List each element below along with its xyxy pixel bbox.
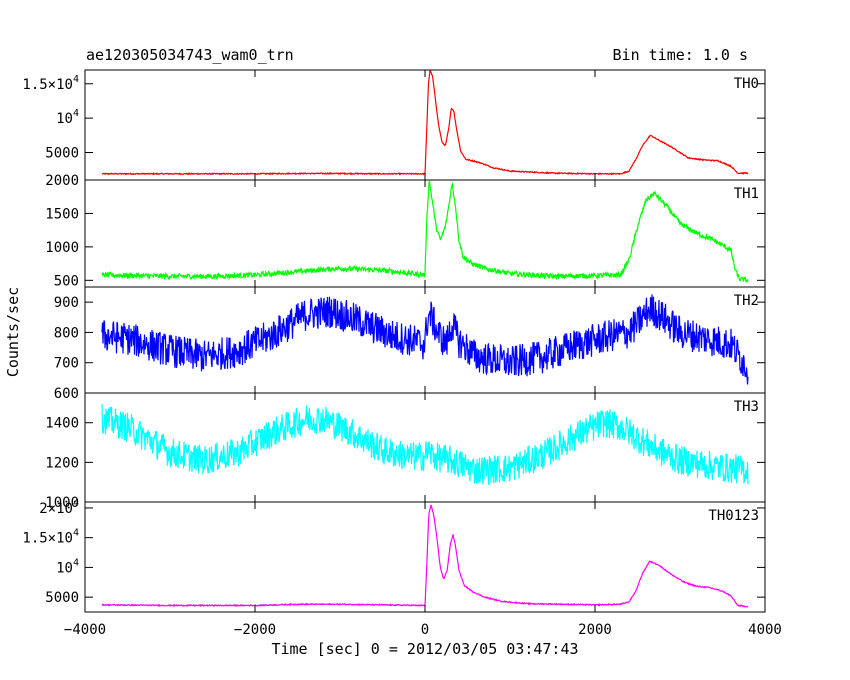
x-tick-label: −2000 xyxy=(234,622,276,638)
y-tick-label: 1500 xyxy=(45,206,79,222)
y-tick-exponent: 4 xyxy=(73,557,79,568)
x-tick-label: 2000 xyxy=(578,622,612,638)
y-axis-label: Counts/sec xyxy=(4,287,22,377)
y-tick-exponent: 4 xyxy=(73,74,79,85)
y-tick-label: 1400 xyxy=(45,416,79,432)
y-tick-label: 104 xyxy=(56,557,79,576)
panel-label: TH1 xyxy=(734,186,759,202)
panel-th0: 5000 104 1.5×104 TH0 xyxy=(22,69,766,181)
panel-label: TH0 xyxy=(734,76,759,92)
panel-th0123: 5000 104 1.5×104 2×104 TH0123 xyxy=(22,498,766,613)
x-tick-label: 0 xyxy=(421,622,429,638)
series-th2 xyxy=(101,294,749,385)
chart-title: ae120305034743_wam0_trn xyxy=(86,46,294,64)
y-tick-label: 1000 xyxy=(45,495,79,511)
x-axis-label: Time [sec] 0 = 2012/03/05 03:47:43 xyxy=(271,640,578,658)
y-tick-exponent: 4 xyxy=(73,528,79,539)
series-th0123 xyxy=(101,504,749,608)
y-tick-label: 1.5×104 xyxy=(22,528,79,547)
panel-label: TH3 xyxy=(734,399,759,415)
panel-th3: 1000 1200 1400 TH3 xyxy=(45,392,766,511)
panel-label: TH2 xyxy=(734,293,759,309)
y-tick-exponent: 4 xyxy=(73,108,79,119)
y-tick-label: 2000 xyxy=(45,173,79,189)
bin-time-label: Bin time: 1.0 s xyxy=(613,46,748,64)
series-th3 xyxy=(101,403,749,486)
y-tick-label: 1200 xyxy=(45,455,79,471)
panel-th1: 500 1000 1500 2000 TH1 xyxy=(45,173,766,289)
panel-th2: 600 700 800 900 TH2 xyxy=(54,286,766,402)
x-tick-label: 4000 xyxy=(748,622,782,638)
y-tick-label: 900 xyxy=(54,295,79,311)
y-tick-label: 1.5×104 xyxy=(22,74,79,93)
y-tick-label: 2×104 xyxy=(39,498,79,517)
y-tick-label: 5000 xyxy=(45,590,79,606)
y-tick-exponent: 4 xyxy=(73,498,79,509)
y-tick-label: 1000 xyxy=(45,240,79,256)
y-tick-label: 104 xyxy=(56,108,79,127)
series-th1 xyxy=(101,180,749,283)
y-tick-label: 5000 xyxy=(45,146,79,162)
y-tick-label: 700 xyxy=(54,356,79,372)
series-th0 xyxy=(101,70,749,177)
y-tick-label: 800 xyxy=(54,325,79,341)
x-tick-label: −4000 xyxy=(64,622,106,638)
panel-label: TH0123 xyxy=(708,508,759,524)
x-axis: −4000 −2000 0 2000 4000 xyxy=(64,622,782,638)
panels-group: 5000 104 1.5×104 TH0 500 1000 1500 2000 TH1 600 70… xyxy=(22,69,766,613)
y-tick-label: 500 xyxy=(54,273,79,289)
y-tick-label: 600 xyxy=(54,386,79,402)
